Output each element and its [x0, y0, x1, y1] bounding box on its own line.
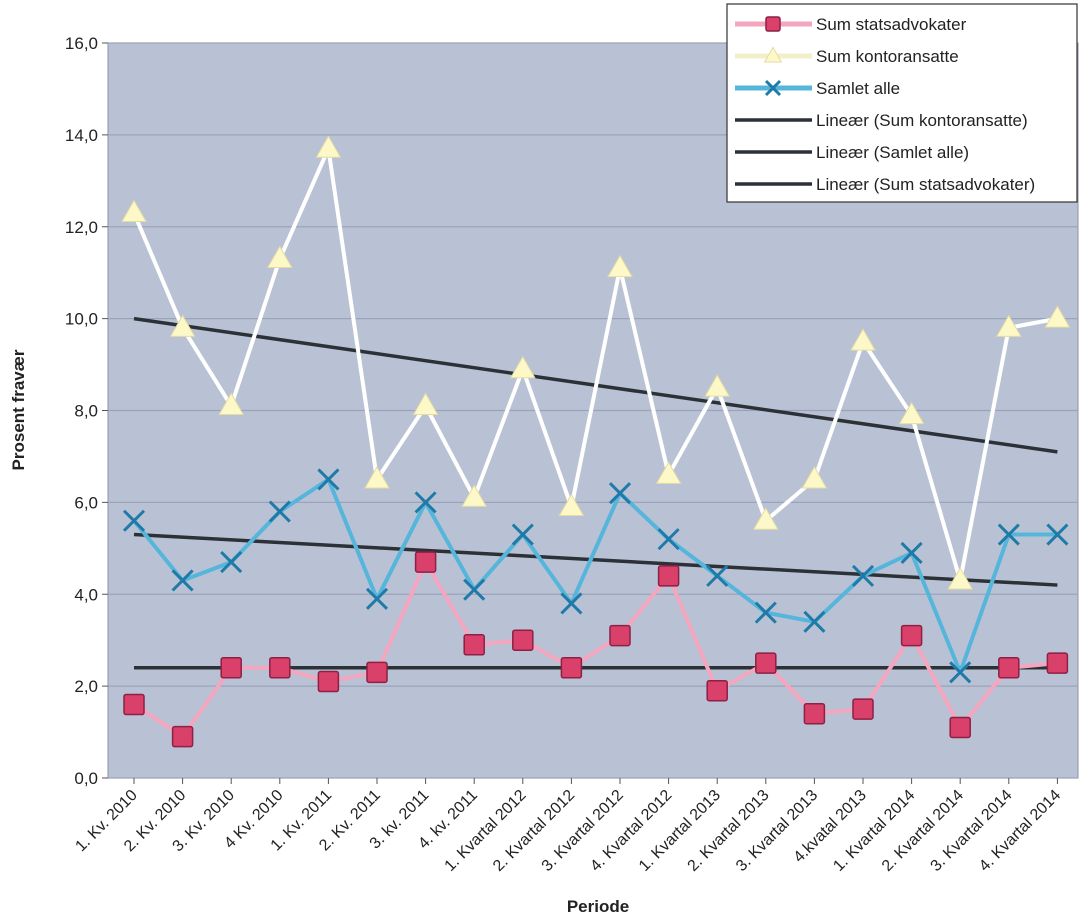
triangle-marker: [607, 254, 633, 278]
x-marker: [560, 592, 583, 615]
square-marker: [317, 670, 340, 693]
square-marker: [560, 657, 583, 679]
x-marker: [365, 587, 389, 610]
square-marker: [220, 657, 242, 679]
triangle-marker: [315, 135, 342, 158]
y-tick-label: 6,0: [74, 493, 98, 512]
triangle-marker: [898, 401, 925, 425]
x-marker: [803, 610, 826, 633]
y-tick-label: 0,0: [74, 769, 98, 788]
legend-item: Lineær (Samlet alle): [735, 143, 969, 162]
trend-line: [133, 532, 1058, 587]
x-marker: [268, 500, 291, 523]
legend-item: Samlet alle: [735, 79, 900, 98]
x-marker: [171, 569, 194, 592]
square-marker: [1046, 652, 1069, 674]
square-marker: [852, 698, 874, 720]
legend-item: Sum statsadvokater: [735, 15, 967, 34]
y-tick-label: 10,0: [65, 310, 98, 329]
x-marker: [122, 509, 146, 532]
series-line: [132, 146, 1058, 583]
legend-label: Lineær (Samlet alle): [816, 143, 969, 162]
y-tick-label: 8,0: [74, 402, 98, 421]
square-marker: [609, 624, 631, 647]
square-marker: [900, 624, 923, 647]
legend-box: [726, 3, 1078, 203]
legend-item: Lineær (Sum kontoransatte): [735, 111, 1028, 130]
triangle-marker: [850, 328, 876, 351]
x-marker: [657, 528, 680, 551]
legend: Sum statsadvokater Sum kontoransatte Samle…: [726, 3, 1078, 203]
triangle-marker: [509, 355, 536, 379]
legend-label: Lineær (Sum kontoransatte): [816, 111, 1028, 130]
triangle-marker: [558, 493, 585, 517]
y-tick-label: 14,0: [65, 126, 98, 145]
square-marker: [366, 661, 388, 684]
y-tick-label: 4,0: [74, 585, 98, 604]
x-marker: [754, 601, 777, 624]
triangle-marker: [752, 507, 779, 530]
x-marker: [414, 491, 437, 514]
x-marker: [608, 482, 632, 505]
x-marker: [764, 79, 782, 97]
legend-label: Lineær (Sum statsadvokater): [816, 175, 1035, 194]
square-marker: [123, 693, 145, 716]
triangle-marker: [412, 392, 439, 415]
square-marker: [512, 629, 534, 651]
x-axis-title: Periode: [567, 897, 629, 916]
square-marker: [657, 565, 680, 587]
x-marker: [900, 541, 923, 564]
triangle-marker: [704, 374, 731, 397]
square-marker: [765, 16, 781, 32]
square-marker: [949, 716, 971, 739]
legend-label: Sum statsadvokater: [816, 15, 967, 34]
legend-label: Samlet alle: [816, 79, 900, 98]
x-marker: [1046, 523, 1069, 546]
triangle-marker: [218, 392, 245, 415]
y-axis-title: Prosent fravær: [9, 349, 28, 470]
x-marker: [220, 551, 243, 574]
triangle-marker: [763, 46, 783, 63]
triangle-marker: [655, 461, 682, 484]
triangle-marker: [461, 484, 488, 507]
triangle-marker: [801, 466, 828, 489]
square-marker: [706, 679, 728, 702]
legend-item: Sum kontoransatte: [735, 46, 959, 66]
y-tick-label: 16,0: [65, 34, 98, 53]
triangle-marker: [169, 314, 196, 337]
square-marker: [414, 551, 437, 573]
x-marker: [997, 523, 1020, 546]
triangle-marker: [121, 199, 147, 223]
legend-item: Lineær (Sum statsadvokater): [735, 175, 1035, 194]
triangle-marker: [266, 245, 293, 268]
square-marker: [803, 702, 826, 725]
y-axis-ticks: 0,0 2,0 4,0 6,0 8,0 10,0 12,0 14,0 16,0: [65, 34, 108, 788]
triangle-marker: [1044, 305, 1071, 328]
x-marker: [511, 523, 534, 546]
x-marker: [463, 578, 486, 601]
y-tick-label: 2,0: [74, 677, 98, 696]
x-marker: [949, 661, 972, 684]
triangle-marker: [995, 314, 1022, 337]
square-marker: [269, 657, 291, 679]
legend-label: Sum kontoransatte: [816, 47, 959, 66]
square-marker: [998, 657, 1020, 679]
x-marker: [706, 564, 729, 587]
square-marker: [755, 652, 777, 674]
series-markers: [121, 135, 1071, 748]
x-marker: [851, 564, 875, 587]
y-tick-label: 12,0: [65, 218, 98, 237]
square-marker: [171, 725, 194, 748]
square-marker: [463, 634, 485, 656]
series-line: [132, 477, 1058, 675]
x-marker: [317, 468, 340, 491]
triangle-marker: [947, 567, 974, 590]
triangle-marker: [364, 466, 390, 489]
